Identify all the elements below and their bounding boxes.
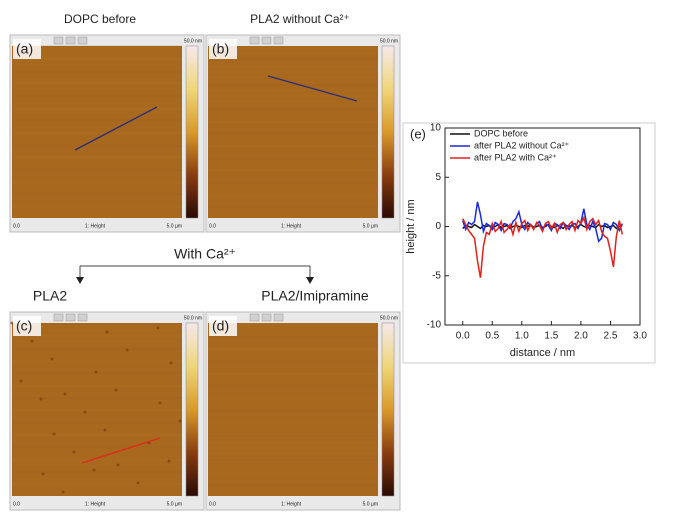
axis-start: 0.0 — [209, 501, 216, 507]
afm-image — [208, 323, 378, 496]
pit — [167, 459, 171, 463]
arrow-head — [76, 277, 314, 284]
profile-line — [267, 75, 358, 102]
toolbar-icon — [261, 313, 272, 322]
pit — [136, 481, 140, 485]
pit — [63, 392, 67, 396]
pit — [114, 388, 118, 392]
color-bar — [185, 45, 199, 219]
toolbar-icon — [77, 36, 88, 45]
y-tick-label: 5 — [435, 172, 441, 183]
label-bg — [209, 39, 237, 59]
panel-title: PLA2/Imipramine — [261, 288, 369, 304]
panel-label: (d) — [212, 318, 229, 334]
pit — [94, 370, 98, 374]
x-tick-label: 0.5 — [485, 331, 499, 342]
toolbar-icon — [261, 36, 272, 45]
afm-image — [12, 323, 182, 496]
pit — [169, 361, 173, 365]
color-bar — [381, 45, 395, 219]
channel: 1: Height — [85, 223, 106, 229]
axis-start: 0.0 — [13, 501, 20, 507]
legend-label: after PLA2 without Ca²⁺ — [474, 140, 570, 150]
with-ca-label: With Ca²⁺ — [174, 246, 236, 262]
profile-line — [74, 106, 158, 151]
pit — [116, 463, 120, 467]
pit — [61, 490, 65, 494]
panel-label: (b) — [212, 41, 229, 57]
panel-title: DOPC before — [64, 12, 136, 26]
pit — [19, 379, 23, 383]
axis-end: 5.0 µm — [167, 223, 182, 229]
pit — [30, 339, 34, 343]
x-tick-label: 3.0 — [633, 331, 647, 342]
pit — [105, 330, 109, 334]
pit — [125, 348, 129, 352]
pit — [158, 401, 162, 405]
label-bg — [209, 316, 237, 336]
axis-end: 5.0 µm — [167, 501, 182, 507]
scale-max: 50.0 nm — [184, 315, 202, 321]
axis-end: 5.0 µm — [363, 501, 378, 507]
pit — [39, 397, 43, 401]
scale-max: 50.0 nm — [380, 38, 398, 44]
channel: 1: Height — [281, 223, 302, 229]
pit — [83, 410, 87, 414]
x-tick-label: 1.0 — [515, 331, 529, 342]
toolbar-icon — [77, 313, 88, 322]
toolbar-icon — [53, 313, 64, 322]
x-tick-label: 2.0 — [574, 331, 588, 342]
y-tick-label: 0 — [435, 221, 441, 232]
y-tick-label: -5 — [432, 270, 441, 281]
pit — [156, 326, 160, 330]
toolbar-icon — [65, 313, 76, 322]
pit — [72, 450, 76, 454]
toolbar-icon — [273, 36, 284, 45]
panel-title: PLA2 — [33, 288, 67, 304]
legend-label: after PLA2 with Ca²⁺ — [474, 152, 557, 162]
series-line — [462, 215, 624, 278]
legend-label: DOPC before — [474, 128, 528, 138]
toolbar-icon — [249, 36, 260, 45]
scale-max: 50.0 nm — [380, 315, 398, 321]
color-bar — [185, 322, 199, 497]
axis-start: 0.0 — [13, 223, 20, 229]
toolbar-icon — [65, 36, 76, 45]
scale-max: 50.0 nm — [184, 38, 202, 44]
y-tick-label: -10 — [427, 320, 442, 331]
x-tick-label: 0.0 — [456, 331, 470, 342]
channel: 1: Height — [281, 501, 302, 507]
toolbar-icon — [53, 36, 64, 45]
color-bar — [381, 322, 395, 497]
toolbar-icon — [273, 313, 284, 322]
pit — [50, 357, 54, 361]
y-tick-label: 10 — [430, 123, 442, 134]
pit — [10, 321, 14, 325]
axis-end: 5.0 µm — [363, 223, 378, 229]
x-axis-label: distance / nm — [510, 347, 575, 359]
toolbar-icon — [249, 313, 260, 322]
profile-line — [81, 437, 161, 464]
panel-label: (e) — [410, 126, 426, 141]
pit — [52, 432, 56, 436]
panel-title: PLA2 without Ca²⁺ — [250, 12, 350, 26]
x-tick-label: 2.5 — [604, 331, 618, 342]
channel: 1: Height — [85, 501, 106, 507]
panel-label: (a) — [16, 41, 33, 57]
pit — [178, 419, 182, 423]
afm-image — [12, 46, 182, 218]
axis-start: 0.0 — [209, 223, 216, 229]
panel-label: (c) — [16, 318, 32, 334]
pit — [92, 468, 96, 472]
pit — [41, 472, 45, 476]
label-bg — [13, 39, 41, 59]
y-axis-label: height / nm — [405, 199, 417, 253]
label-bg — [13, 316, 41, 336]
afm-image — [208, 46, 378, 218]
pit — [103, 428, 107, 432]
x-tick-label: 1.5 — [544, 331, 558, 342]
